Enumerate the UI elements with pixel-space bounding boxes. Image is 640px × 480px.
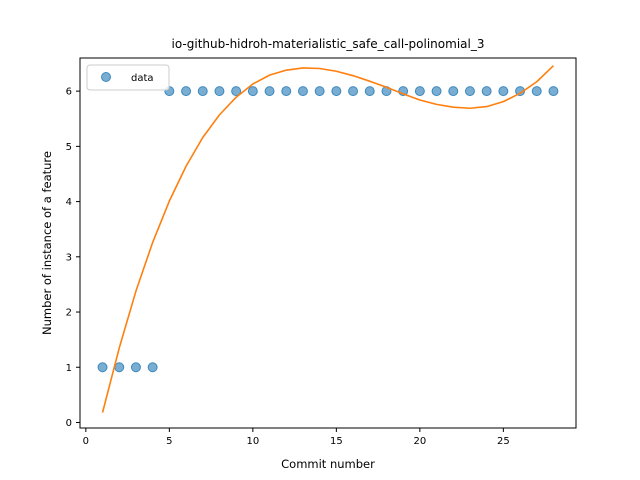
data-point: [297, 86, 308, 97]
x-axis: 0 5 10 15 20 25: [83, 428, 510, 447]
data-point: [181, 86, 192, 97]
data-point: [130, 362, 141, 373]
x-tick-label: 25: [497, 436, 510, 447]
x-tick-label: 0: [83, 436, 89, 447]
data-point: [481, 86, 492, 97]
legend-box: [86, 64, 170, 91]
y-tick-label: 3: [66, 252, 72, 263]
x-tick-label: 5: [166, 436, 172, 447]
legend-marker-data: [101, 72, 111, 82]
data-point: [364, 86, 375, 97]
y-tick-label: 6: [66, 87, 72, 98]
data-point: [264, 86, 275, 97]
data-point: [281, 86, 292, 97]
data-point: [114, 362, 125, 373]
y-tick-label: 4: [66, 197, 72, 208]
data-point: [97, 362, 108, 373]
y-tick-label: 2: [66, 308, 72, 319]
chart-title: io-github-hidroh-materialistic_safe_call…: [172, 37, 485, 51]
axes-frame: [79, 57, 577, 429]
x-axis-label: Commit number: [281, 457, 375, 471]
y-tick-label: 5: [66, 142, 72, 153]
data-point: [548, 86, 559, 97]
y-tick-label: 0: [66, 418, 72, 429]
x-tick-label: 15: [330, 436, 343, 447]
data-point: [147, 362, 158, 373]
y-axis: 0 1 2 3 4 5 6: [66, 87, 80, 429]
data-point: [247, 86, 258, 97]
data-point: [214, 86, 225, 97]
fit-line: [101, 65, 555, 413]
data-point: [414, 86, 425, 97]
data-point: [348, 86, 359, 97]
data-point: [331, 86, 342, 97]
data-point: [431, 86, 442, 97]
legend-label-data: data: [131, 73, 154, 84]
data-point: [498, 86, 509, 97]
x-tick-label: 10: [246, 436, 259, 447]
data-point: [231, 86, 242, 97]
data-point: [314, 86, 325, 97]
plot-area: [97, 65, 559, 413]
y-tick-label: 1: [66, 363, 72, 374]
data-point: [448, 86, 459, 97]
legend: data: [86, 64, 170, 91]
y-axis-label: Number of instance of a feature: [40, 151, 54, 335]
data-point: [197, 86, 208, 97]
data-point: [531, 86, 542, 97]
data-point: [464, 86, 475, 97]
x-tick-label: 20: [413, 436, 426, 447]
